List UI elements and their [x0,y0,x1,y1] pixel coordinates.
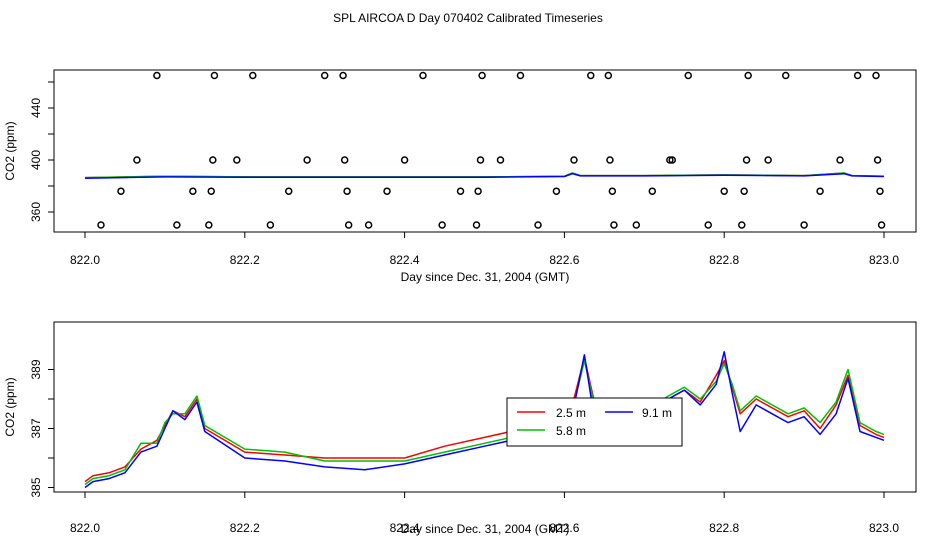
top-point [153,71,161,80]
top-point [872,71,880,80]
top-point [233,156,241,164]
top-point [340,156,349,164]
top-x-tick-label: 822.8 [709,253,739,267]
top-x-axis-label: Day since Dec. 31, 2004 (GMT) [401,270,570,284]
bottom-x-tick-label: 822.0 [70,521,100,535]
top-point [284,187,293,195]
top-point [474,187,482,195]
top-point [552,187,561,195]
bottom-x-tick-label: 823.0 [869,521,899,535]
figure-title: SPL AIRCOA D Day 070402 Calibrated Times… [333,11,603,25]
top-point [209,156,217,164]
top-point [800,221,808,229]
top-point [476,156,485,164]
legend-entry: 5.8 m [556,424,586,438]
top-x-tick-label: 822.0 [70,253,100,267]
top-point [704,221,712,229]
bottom-y-tick-label: 387 [29,418,43,438]
bottom-y-tick-label: 389 [29,359,43,379]
top-point [303,156,311,164]
top-point [604,71,613,80]
top-series-line [84,172,885,179]
top-y-tick-label: 360 [29,202,43,222]
top-point [133,156,141,164]
top-point [836,156,844,164]
top-point [738,221,746,229]
top-point [606,156,614,164]
legend-entry: 2.5 m [556,406,586,420]
top-point [210,71,219,80]
top-x-tick-label: 822.6 [549,253,579,267]
top-point [740,187,748,195]
top-point [876,187,884,195]
top-point [853,71,862,80]
top-point [205,221,213,229]
bottom-y-tick-label: 385 [29,477,43,497]
top-point [816,187,824,195]
top-point [249,71,257,80]
bottom-y-axis-label: CO2 (ppm) [3,377,17,436]
top-point [516,71,525,80]
top-point [570,156,578,164]
bottom-series-line [84,359,885,486]
top-point [339,71,347,80]
top-point [97,221,105,229]
top-point [684,71,692,80]
top-plot-frame [53,69,917,233]
top-point [456,187,465,195]
top-y-axis-label: CO2 (ppm) [3,121,17,180]
top-point [400,156,409,164]
top-point [207,187,215,195]
top-point [632,221,641,229]
top-point [320,71,329,80]
top-point [744,71,752,80]
top-point [438,221,446,229]
top-point [720,187,728,195]
bottom-series-line [84,356,885,483]
top-point [472,221,481,229]
legend: 2.5 m 5.8 m 9.1 m [506,397,683,447]
top-x-tick-label: 823.0 [869,253,899,267]
top-point [189,187,197,195]
top-point [266,221,275,229]
bottom-series-line [84,351,885,489]
top-point [666,156,674,164]
top-point [496,156,505,164]
top-point [873,156,882,164]
top-point [364,221,373,229]
top-point [343,187,351,195]
top-point [781,71,790,80]
top-y-tick-label: 400 [29,150,43,170]
top-point [764,156,772,164]
top-point [478,71,486,80]
top-point [648,187,657,195]
bottom-x-tick-label: 822.8 [709,521,739,535]
bottom-x-axis-label: Day since Dec. 31, 2004 (GMT) [401,522,570,536]
top-point [587,71,595,80]
top-point [668,156,677,164]
bottom-x-tick-label: 822.6 [549,521,579,535]
top-point [877,221,886,229]
legend-entry: 9.1 m [642,406,672,420]
top-x-tick-label: 822.2 [230,253,260,267]
top-point [608,187,617,195]
top-point [610,221,618,229]
bottom-x-tick-label: 822.4 [390,521,420,535]
bottom-x-tick-label: 822.2 [230,521,260,535]
top-point [383,187,391,195]
top-x-tick-label: 822.4 [390,253,420,267]
top-point [344,221,353,229]
bottom-panel: Day since Dec. 31, 2004 (GMT) CO2 (ppm) … [3,321,917,536]
top-y-tick-label: 440 [29,98,43,118]
legend-box [506,397,683,447]
top-point [534,221,542,229]
top-point [419,71,427,80]
bottom-plot-frame [53,321,917,493]
top-point [117,187,125,195]
top-panel: Day since Dec. 31, 2004 (GMT) CO2 (ppm) … [3,69,917,284]
top-point [173,221,181,229]
top-point [742,156,751,164]
